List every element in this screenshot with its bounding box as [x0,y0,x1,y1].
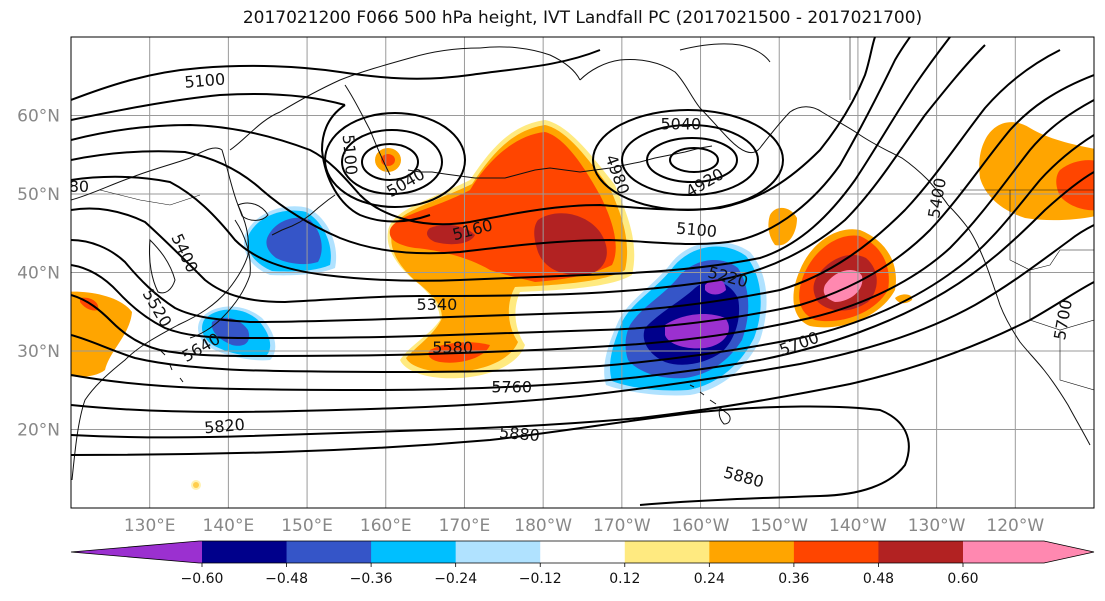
svg-text:5820: 5820 [203,415,245,437]
figure-title: 2017021200 F066 500 hPa height, IVT Land… [242,8,923,28]
svg-text:5340: 5340 [417,295,458,314]
borders [99,37,1094,391]
colorbar-segment [540,541,626,563]
colorbar-segment [202,541,288,563]
lon-tick-label: 140°E [203,516,255,536]
lat-tick-label: 40°N [17,264,60,284]
lon-tick-label: 160°W [672,516,730,536]
svg-text:5880: 5880 [498,423,540,445]
colorbar-segment [878,541,964,563]
ivt-fill-darkred-2 [427,224,475,245]
lat-tick-label: 50°N [17,185,60,205]
contour-label: 5100 [339,134,361,176]
gridlines [71,37,1094,508]
contour-label: 5580 [432,338,473,357]
lat-tick-label: 30°N [17,342,60,362]
colorbar-segment [793,541,879,563]
contour-label: 5100 [184,69,226,91]
lon-tick-label: 120°W [986,516,1044,536]
colorbar-tick-label: 0.36 [778,571,809,587]
contour-label: 5760 [491,377,532,396]
colorbar-tick-label: 0.60 [947,571,978,587]
colorbar-tick-label: 0.12 [609,571,640,587]
longitude-tick-labels: 130°E 140°E 150°E 160°E 170°E 180°W 170°W 160°W… [124,516,1045,536]
lat-tick-label: 20°N [17,421,60,441]
svg-text:5100: 5100 [184,69,226,91]
colorbar: −0.60 −0.48 −0.36 −0.24 −0.12 0.12 0.24 0.36 0.4… [70,540,1095,587]
colorbar-segment [963,541,1094,563]
lat-tick-label: 60°N [17,107,60,127]
colorbar-segment [624,541,710,563]
lon-tick-label: 170°W [593,516,651,536]
colorbar-tick-label: −0.12 [519,571,562,587]
contour-label: 5040 [661,114,702,133]
lon-tick-label: 140°W [829,516,887,536]
lon-tick-label: 150°W [750,516,808,536]
colorbar-tick-label: −0.36 [350,571,393,587]
contour-label: 5880 [498,423,540,445]
colorbar-tick-label: −0.24 [434,571,477,587]
ivt-fill-darkred [534,213,607,276]
colorbar-segment [709,541,795,563]
lon-tick-label: 170°E [439,516,491,536]
contour-label: 80 [69,177,89,196]
svg-text:5100: 5100 [339,134,361,176]
lon-tick-label: 130°W [908,516,966,536]
latitude-tick-labels: 20°N 30°N 40°N 50°N 60°N [17,107,60,441]
svg-text:5580: 5580 [432,338,473,357]
colorbar-segment [455,541,541,563]
colorbar-segment [286,541,372,563]
svg-text:5760: 5760 [491,377,532,396]
lon-tick-label: 160°E [360,516,412,536]
svg-text:5100: 5100 [675,219,717,241]
colorbar-tick-label: 0.48 [863,571,894,587]
lon-tick-label: 150°E [281,516,333,536]
contour-label: 5340 [417,295,458,314]
lon-tick-label: 180°W [514,516,572,536]
contour-label: 5100 [675,219,717,241]
contour-label: 5820 [203,415,245,437]
ivt-positive-north-pacific [387,120,635,379]
colorbar-segment [71,541,202,563]
svg-text:80: 80 [69,177,89,196]
colorbar-segment [371,541,457,563]
lon-tick-label: 130°E [124,516,176,536]
height-contours [71,37,1094,506]
coastlines [71,43,1091,481]
colorbar-tick-label: 0.24 [694,571,725,587]
colorbar-tick-label: −0.60 [181,571,224,587]
colorbar-tick-label: −0.48 [265,571,308,587]
svg-text:5040: 5040 [661,114,702,133]
map-frame [70,36,1095,509]
